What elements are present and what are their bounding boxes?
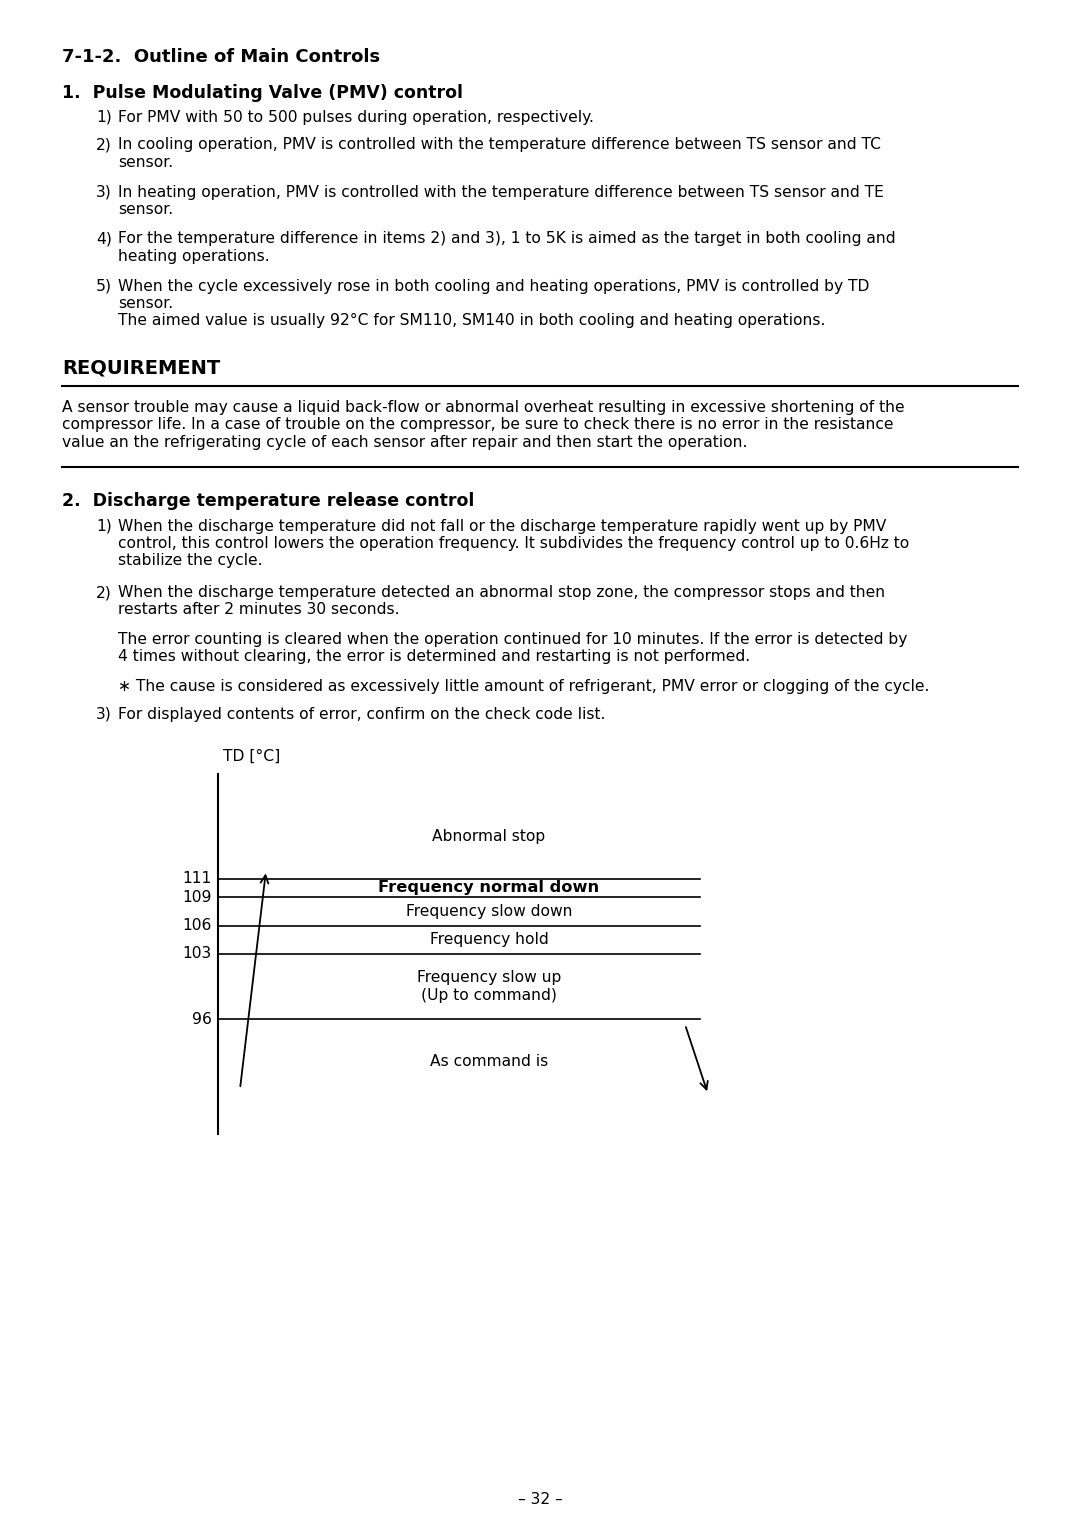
Text: For displayed contents of error, confirm on the check code list.: For displayed contents of error, confirm… [118, 706, 606, 721]
Text: Frequency normal down: Frequency normal down [378, 880, 599, 895]
Text: 7-1-2.  Outline of Main Controls: 7-1-2. Outline of Main Controls [62, 47, 380, 66]
Text: 1): 1) [96, 110, 112, 125]
Text: Frequency slow up
(Up to command): Frequency slow up (Up to command) [417, 970, 562, 1002]
Text: Frequency hold: Frequency hold [430, 932, 549, 947]
Text: In heating operation, PMV is controlled with the temperature difference between : In heating operation, PMV is controlled … [118, 185, 883, 217]
Text: 3): 3) [96, 185, 112, 200]
Text: 3): 3) [96, 706, 112, 721]
Text: 111: 111 [183, 871, 212, 886]
Text: 4): 4) [96, 232, 112, 246]
Text: For PMV with 50 to 500 pulses during operation, respectively.: For PMV with 50 to 500 pulses during ope… [118, 110, 594, 125]
Text: TD [°C]: TD [°C] [222, 749, 280, 764]
Text: 2): 2) [96, 138, 112, 153]
Text: 5): 5) [96, 278, 112, 293]
Text: 106: 106 [183, 918, 212, 934]
Text: ∗ The cause is considered as excessively little amount of refrigerant, PMV error: ∗ The cause is considered as excessively… [118, 678, 930, 694]
Text: – 32 –: – 32 – [517, 1493, 563, 1508]
Text: When the discharge temperature did not fall or the discharge temperature rapidly: When the discharge temperature did not f… [118, 518, 909, 568]
Text: When the cycle excessively rose in both cooling and heating operations, PMV is c: When the cycle excessively rose in both … [118, 278, 869, 329]
Text: 1.  Pulse Modulating Valve (PMV) control: 1. Pulse Modulating Valve (PMV) control [62, 84, 463, 102]
Text: REQUIREMENT: REQUIREMENT [62, 359, 220, 377]
Text: When the discharge temperature detected an abnormal stop zone, the compressor st: When the discharge temperature detected … [118, 585, 886, 617]
Text: In cooling operation, PMV is controlled with the temperature difference between : In cooling operation, PMV is controlled … [118, 138, 881, 170]
Text: As command is: As command is [430, 1054, 549, 1070]
Text: 2): 2) [96, 585, 112, 601]
Text: 1): 1) [96, 518, 112, 533]
Text: A sensor trouble may cause a liquid back-flow or abnormal overheat resulting in : A sensor trouble may cause a liquid back… [62, 400, 905, 449]
Text: 109: 109 [183, 889, 212, 905]
Text: For the temperature difference in items 2) and 3), 1 to 5K is aimed as the targe: For the temperature difference in items … [118, 232, 895, 264]
Text: 96: 96 [192, 1012, 212, 1027]
Text: 103: 103 [183, 946, 212, 961]
Text: The error counting is cleared when the operation continued for 10 minutes. If th: The error counting is cleared when the o… [118, 633, 907, 665]
Text: 2.  Discharge temperature release control: 2. Discharge temperature release control [62, 492, 474, 510]
Text: Abnormal stop: Abnormal stop [432, 828, 545, 843]
Text: Frequency slow down: Frequency slow down [406, 905, 572, 918]
